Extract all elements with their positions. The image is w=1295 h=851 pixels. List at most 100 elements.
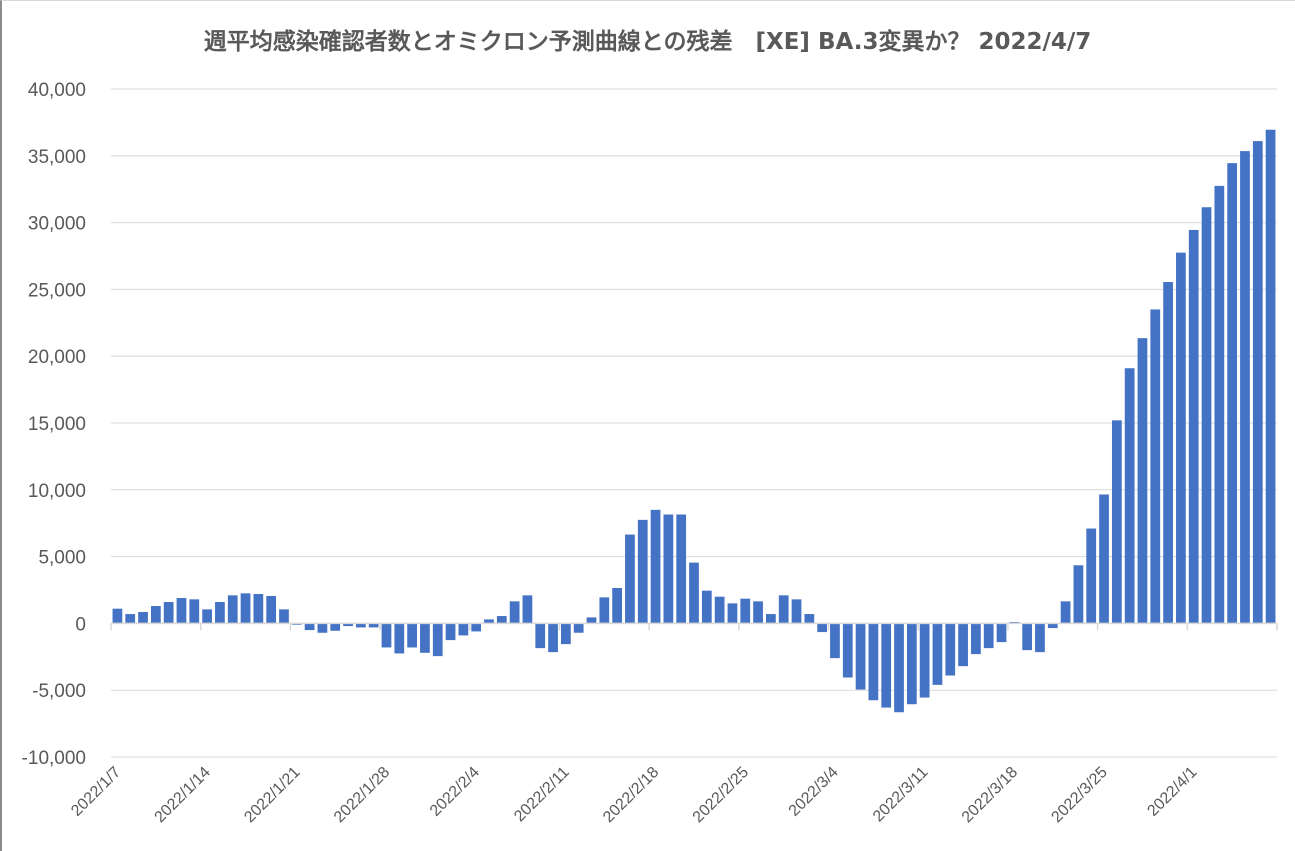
bar bbox=[573, 623, 584, 633]
bar bbox=[1176, 252, 1186, 624]
y-tick-label: 15,000 bbox=[28, 414, 86, 435]
bar bbox=[240, 593, 251, 624]
x-tick-label: 2022/2/11 bbox=[511, 764, 573, 826]
bar bbox=[586, 617, 597, 624]
bar bbox=[1163, 282, 1173, 624]
bar bbox=[343, 623, 353, 627]
bar bbox=[932, 623, 943, 685]
bar bbox=[125, 614, 136, 624]
bar bbox=[1060, 601, 1071, 624]
bar bbox=[894, 623, 904, 713]
x-tick-label: 2022/2/4 bbox=[427, 764, 483, 820]
y-tick-label: 20,000 bbox=[28, 347, 86, 368]
y-axis-labels: 40,000 35,000 30,000 25,000 20,000 15,000 10,0… bbox=[22, 80, 86, 769]
x-tick-label: 2022/4/1 bbox=[1144, 764, 1200, 820]
bar bbox=[881, 623, 892, 708]
y-tick-label: -10,000 bbox=[22, 748, 86, 769]
bar bbox=[1047, 623, 1058, 629]
bar bbox=[1111, 420, 1122, 624]
bar bbox=[1137, 338, 1148, 624]
bar bbox=[1240, 151, 1250, 624]
bar bbox=[791, 599, 802, 624]
y-tick-label: 5,000 bbox=[38, 548, 86, 569]
bar bbox=[689, 562, 699, 624]
bar bbox=[330, 623, 341, 631]
bar bbox=[906, 623, 917, 705]
x-tick-label: 2022/1/28 bbox=[331, 764, 393, 826]
bar bbox=[150, 606, 161, 624]
bar bbox=[663, 514, 674, 624]
bar bbox=[317, 623, 328, 633]
bar bbox=[855, 623, 866, 690]
bar bbox=[163, 602, 174, 624]
bar bbox=[548, 623, 558, 653]
y-tick-label: 10,000 bbox=[28, 481, 86, 502]
bar bbox=[381, 623, 392, 648]
bar bbox=[535, 623, 546, 649]
bar bbox=[1265, 129, 1276, 624]
x-tick-label: 2022/1/7 bbox=[68, 764, 124, 820]
x-tick-label: 2022/3/18 bbox=[959, 764, 1021, 826]
bar bbox=[778, 595, 789, 624]
bar bbox=[753, 601, 763, 624]
bar bbox=[701, 590, 712, 624]
bar bbox=[227, 595, 238, 624]
x-tick-label: 2022/3/4 bbox=[786, 764, 842, 820]
bar bbox=[958, 623, 968, 667]
x-axis-labels: 2022/1/7 2022/1/14 2022/1/21 2022/1/28 2022/… bbox=[68, 764, 1200, 826]
gridlines bbox=[111, 88, 1277, 758]
bar bbox=[1188, 229, 1199, 624]
bar bbox=[304, 623, 315, 631]
bar bbox=[727, 603, 738, 624]
bar bbox=[612, 588, 622, 624]
bar bbox=[766, 614, 776, 624]
bar bbox=[945, 623, 956, 676]
bar bbox=[266, 596, 277, 624]
y-tick-label: 0 bbox=[75, 614, 86, 635]
bars bbox=[112, 129, 1276, 713]
bar bbox=[355, 623, 366, 628]
x-tick-label: 2022/3/11 bbox=[870, 764, 932, 826]
bar bbox=[1073, 565, 1084, 624]
bar bbox=[484, 619, 494, 624]
bar bbox=[1201, 207, 1212, 624]
bar bbox=[868, 623, 879, 701]
bar bbox=[253, 594, 264, 624]
bar bbox=[1150, 309, 1161, 624]
bar bbox=[522, 595, 533, 624]
bar bbox=[676, 514, 687, 624]
x-tick-label: 2022/3/25 bbox=[1048, 764, 1110, 826]
y-tick-label: 25,000 bbox=[28, 280, 86, 301]
bar bbox=[1214, 185, 1225, 624]
bar bbox=[458, 623, 469, 636]
bar bbox=[714, 596, 725, 624]
bar bbox=[650, 509, 661, 624]
x-tick-label: 2022/1/14 bbox=[152, 764, 214, 826]
x-axis bbox=[110, 622, 1278, 631]
y-tick-label: 40,000 bbox=[28, 80, 86, 101]
bar bbox=[740, 598, 751, 624]
bar bbox=[1022, 623, 1033, 651]
y-tick-label: 30,000 bbox=[28, 214, 86, 235]
bar bbox=[509, 601, 520, 624]
bar bbox=[215, 602, 225, 624]
bar bbox=[202, 609, 212, 624]
bar bbox=[599, 597, 610, 624]
bar bbox=[368, 623, 379, 628]
bar bbox=[996, 623, 1007, 643]
bar bbox=[138, 612, 148, 624]
bar bbox=[637, 519, 648, 624]
bar bbox=[112, 608, 123, 624]
bar bbox=[445, 623, 456, 641]
bar bbox=[394, 623, 405, 654]
bar bbox=[1227, 163, 1238, 624]
x-tick-label: 2022/2/18 bbox=[600, 764, 662, 826]
bar bbox=[1099, 494, 1109, 624]
bar bbox=[279, 609, 289, 624]
bar bbox=[407, 623, 417, 648]
bar bbox=[176, 598, 187, 624]
y-tick-label: 35,000 bbox=[28, 147, 86, 168]
bar bbox=[496, 616, 507, 624]
bar bbox=[1035, 623, 1045, 653]
